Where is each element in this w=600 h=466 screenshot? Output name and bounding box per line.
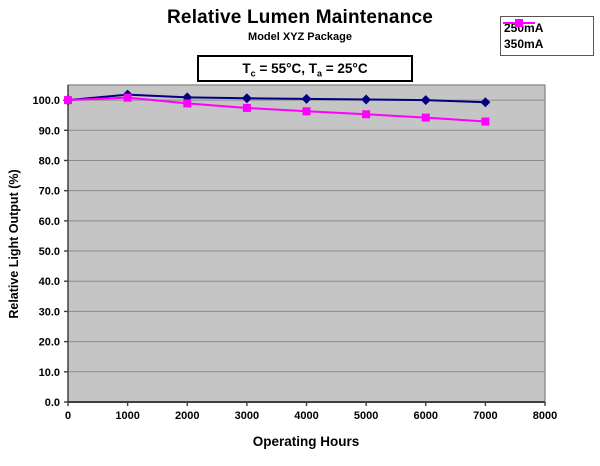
condition-subscript-c: c (250, 68, 256, 79)
y-tick-label: 80.0 (39, 155, 60, 167)
x-tick-label: 8000 (533, 410, 557, 422)
y-tick-label: 100.0 (32, 95, 60, 107)
series-line (67, 96, 486, 123)
x-tick-label: 2000 (175, 410, 199, 422)
data-point-diamond (361, 94, 372, 105)
test-condition-annotation: Tc = 55°C, Ta = 25°C (197, 55, 413, 82)
y-tick-label: 60.0 (39, 216, 60, 228)
chart-subtitle: Model XYZ Package (248, 31, 352, 43)
y-tick-label: 20.0 (39, 337, 60, 349)
data-point-square (123, 93, 132, 102)
series-350mA (64, 93, 490, 126)
legend-label: 350mA (504, 37, 544, 51)
y-tick-label: 40.0 (39, 276, 60, 288)
data-point-square (481, 117, 490, 126)
x-tick-label: 0 (65, 410, 71, 422)
data-point-square (302, 107, 311, 116)
condition-text-part: = 25°C (322, 61, 368, 76)
data-point-square (183, 99, 192, 108)
chart-title: Relative Lumen Maintenance (167, 7, 433, 28)
data-point-square (362, 110, 371, 119)
data-point-diamond (480, 97, 491, 108)
legend-item-350mA: 350mA (501, 19, 593, 51)
x-tick-label: 3000 (235, 410, 259, 422)
legend-square (515, 19, 523, 27)
plot-area (67, 84, 546, 403)
data-point-square (64, 96, 72, 105)
condition-subscript-a: a (317, 68, 323, 79)
x-tick-label: 6000 (414, 410, 438, 422)
y-tick-label: 50.0 (39, 246, 60, 258)
condition-text-part: = 55°C, T (255, 61, 317, 76)
series-line (67, 93, 486, 104)
x-tick-label: 5000 (354, 410, 378, 422)
data-point-square (242, 103, 251, 112)
data-point-square (421, 113, 430, 122)
y-tick-label: 90.0 (39, 125, 60, 137)
data-point-diamond (241, 93, 252, 104)
condition-text-part: T (242, 61, 251, 76)
x-tick-label: 4000 (294, 410, 318, 422)
y-tick-label: 70.0 (39, 186, 60, 198)
legend-label: 250mA (504, 21, 544, 35)
data-point-diamond (420, 95, 431, 106)
y-tick-label: 0.0 (45, 397, 60, 409)
x-axis-title: Operating Hours (252, 434, 360, 449)
legend: 250mA 350mA (500, 16, 594, 56)
x-tick-label: 1000 (115, 410, 139, 422)
y-tick-label: 30.0 (39, 306, 60, 318)
data-point-diamond (301, 93, 312, 104)
legend-marker-square-icon (503, 19, 535, 27)
y-tick-label: 10.0 (39, 367, 60, 379)
x-tick-label: 7000 (473, 410, 497, 422)
